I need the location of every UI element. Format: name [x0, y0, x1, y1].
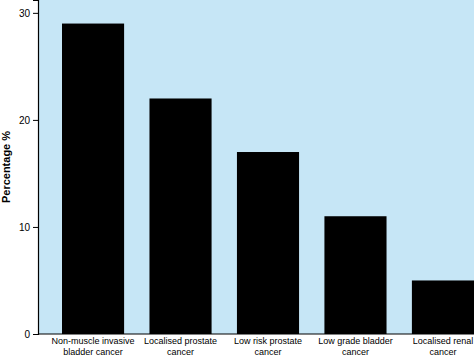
y-tick: 10 [19, 222, 38, 233]
x-tick: Localised prostatecancer [144, 334, 217, 357]
y-tick: 30 [19, 8, 38, 19]
plot-background [38, 0, 474, 334]
bar [237, 152, 299, 334]
bar [149, 98, 211, 334]
y-tick-label: 20 [19, 115, 31, 126]
x-tick: Low risk prostatecancer [234, 334, 302, 357]
y-tick-mark [33, 334, 38, 335]
y-axis-line [33, 1, 39, 335]
y-tick-mark [33, 13, 38, 14]
x-axis-line [38, 333, 474, 334]
y-axis: 0 10 20 30 [19, 1, 39, 340]
bars [62, 24, 474, 334]
y-tick-mark [33, 120, 38, 121]
y-tick-label: 0 [24, 329, 30, 340]
chart: 0 10 20 30 Non-muscle invasivebladder cancer… [0, 0, 474, 358]
y-tick-label: 10 [19, 222, 31, 233]
x-tick-label: Low grade bladdercancer [318, 336, 393, 356]
bar [324, 216, 386, 334]
bar [62, 24, 124, 334]
x-tick: Low grade bladdercancer [318, 334, 393, 357]
x-tick-label: Non-muscle invasivebladder cancer [52, 336, 135, 356]
y-axis-title: Percentage % [0, 131, 12, 203]
x-tick-label: Localised prostatecancer [144, 336, 217, 356]
bar [412, 280, 474, 334]
y-tick-label: 30 [19, 8, 31, 19]
x-tick: Non-muscle invasivebladder cancer [52, 334, 135, 357]
x-tick-label: Low risk prostatecancer [234, 336, 302, 356]
x-axis: Non-muscle invasivebladder cancer Localis… [38, 334, 474, 357]
y-tick: 0 [24, 329, 38, 340]
x-tick-label: Localised renalcancer [413, 336, 474, 356]
y-tick: 20 [19, 115, 38, 126]
x-tick: Localised renalcancer [413, 334, 474, 357]
y-tick-mark [33, 227, 38, 228]
